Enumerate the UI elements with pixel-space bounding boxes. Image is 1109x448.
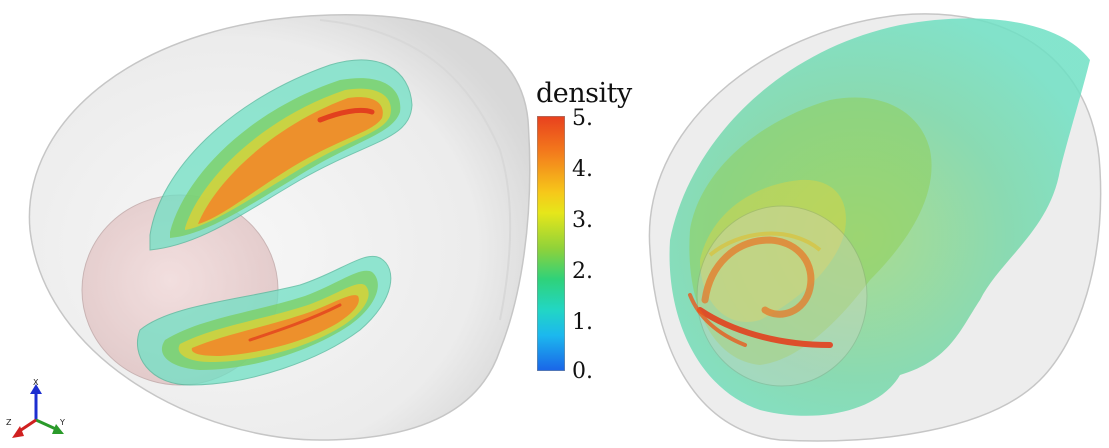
colorbar-tick-0: 0.	[572, 359, 593, 384]
left-panel	[28, 14, 531, 441]
axis-label-x: X	[33, 378, 39, 387]
colorbar-tick-4: 4.	[572, 157, 593, 182]
axis-label-y: Y	[60, 418, 65, 427]
spiral-red	[697, 307, 833, 348]
axes-triad	[12, 384, 64, 438]
colorbar-tick-3: 3.	[572, 208, 593, 233]
spiral-outer	[701, 236, 815, 318]
colorbar-tick-2: 2.	[572, 259, 593, 284]
cloud-yellow	[700, 179, 846, 322]
upper-crescent-red	[317, 107, 375, 123]
cloud-green-core	[689, 97, 932, 365]
colorbar-tick-1: 1.	[572, 310, 593, 335]
colorbar-tick-5: 5.	[572, 106, 593, 131]
lower-crescent-orange	[191, 295, 359, 356]
right-panel	[648, 13, 1102, 442]
upper-crescent-orange	[198, 97, 383, 224]
colorbar	[537, 116, 565, 371]
colorbar-title: density	[536, 78, 632, 109]
axis-label-z: Z	[6, 418, 12, 427]
